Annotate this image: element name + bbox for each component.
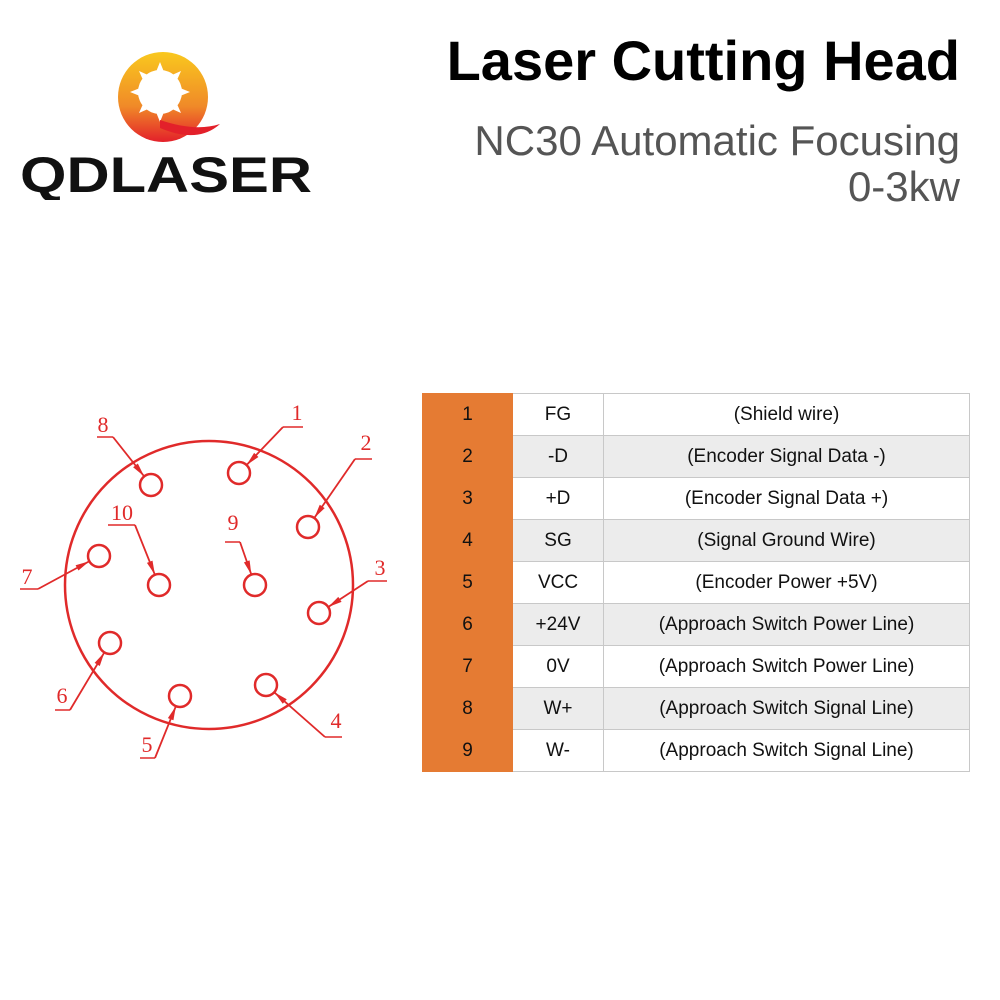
pin-10: [146, 572, 172, 598]
pin-label: 1: [292, 400, 303, 425]
pin-number: 2: [422, 435, 513, 478]
pin-label: 4: [331, 708, 342, 733]
signal-description: (Approach Switch Signal Line): [603, 687, 970, 730]
subtitle-model: NC30 Automatic Focusing: [474, 117, 960, 164]
signal-name: W+: [512, 687, 604, 730]
signal-description: (Approach Switch Signal Line): [603, 729, 970, 772]
connector-pin-diagram: 1 2 3 4 5 6 7 8 9 10: [20, 400, 387, 759]
arrow-icon: [314, 504, 325, 518]
signal-name: SG: [512, 519, 604, 562]
connector-outline: [63, 439, 355, 731]
pin-3: [306, 600, 332, 626]
signal-description: (Approach Switch Power Line): [603, 603, 970, 646]
signal-description: (Shield wire): [603, 393, 970, 436]
table-row: 1 FG (Shield wire): [422, 393, 970, 436]
pin-label: 6: [57, 683, 68, 708]
page-title: Laser Cutting Head: [446, 29, 960, 92]
pin-2: [295, 514, 321, 540]
pin-label: 9: [228, 510, 239, 535]
signal-description: (Signal Ground Wire): [603, 519, 970, 562]
table-row: 7 0V (Approach Switch Power Line): [422, 645, 970, 688]
table-row: 8 W+ (Approach Switch Signal Line): [422, 687, 970, 730]
signal-name: FG: [512, 393, 604, 436]
arrow-icon: [94, 652, 105, 667]
signal-description: (Approach Switch Power Line): [603, 645, 970, 688]
pin-number: 5: [422, 561, 513, 604]
arrow-icon: [328, 596, 342, 607]
pin-number: 3: [422, 477, 513, 520]
pin-label: 8: [98, 412, 109, 437]
signal-name: -D: [512, 435, 604, 478]
pin-number: 9: [422, 729, 513, 772]
signal-description: (Encoder Signal Data -): [603, 435, 970, 478]
pin-6: [97, 630, 123, 656]
pin-label: 2: [361, 430, 372, 455]
pin-7: [86, 543, 112, 569]
pin-number: 4: [422, 519, 513, 562]
pin-label: 7: [22, 564, 33, 589]
subtitle: NC30 Automatic Focusing 0-3kw: [474, 118, 960, 210]
pin-label: 5: [142, 732, 153, 757]
arrow-icon: [243, 560, 252, 575]
table-row: 6 +24V (Approach Switch Power Line): [422, 603, 970, 646]
arrow-icon: [146, 560, 155, 575]
signal-name: W-: [512, 729, 604, 772]
pinout-table: 1 FG (Shield wire) 2 -D (Encoder Signal Data …: [422, 393, 970, 772]
pin-number: 6: [422, 603, 513, 646]
pin-1: [226, 460, 252, 486]
pin-4: [253, 672, 279, 698]
svg-text:QDLASER: QDLASER: [20, 147, 312, 200]
table-row: 2 -D (Encoder Signal Data -): [422, 435, 970, 478]
pin-number: 8: [422, 687, 513, 730]
arrow-icon: [246, 452, 259, 466]
pin-9: [242, 572, 268, 598]
signal-name: +24V: [512, 603, 604, 646]
pin-label: 3: [375, 555, 386, 580]
arrow-icon: [167, 706, 176, 721]
arrow-icon: [133, 463, 145, 477]
signal-description: (Encoder Signal Data +): [603, 477, 970, 520]
signal-name: VCC: [512, 561, 604, 604]
signal-name: +D: [512, 477, 604, 520]
subtitle-power: 0-3kw: [847, 163, 960, 210]
table-row: 3 +D (Encoder Signal Data +): [422, 477, 970, 520]
arrow-icon: [274, 692, 287, 704]
table-row: 4 SG (Signal Ground Wire): [422, 519, 970, 562]
table-row: 5 VCC (Encoder Power +5V): [422, 561, 970, 604]
pin-number: 1: [422, 393, 513, 436]
sun-icon: [130, 62, 190, 122]
pin-number: 7: [422, 645, 513, 688]
signal-description: (Encoder Power +5V): [603, 561, 970, 604]
pin-label: 10: [111, 500, 133, 525]
pin-8: [138, 472, 164, 498]
qdlaser-logo: QDLASER: [20, 52, 312, 200]
pin-5: [167, 683, 193, 709]
signal-name: 0V: [512, 645, 604, 688]
table-row: 9 W- (Approach Switch Signal Line): [422, 729, 970, 772]
arrow-icon: [75, 561, 90, 571]
